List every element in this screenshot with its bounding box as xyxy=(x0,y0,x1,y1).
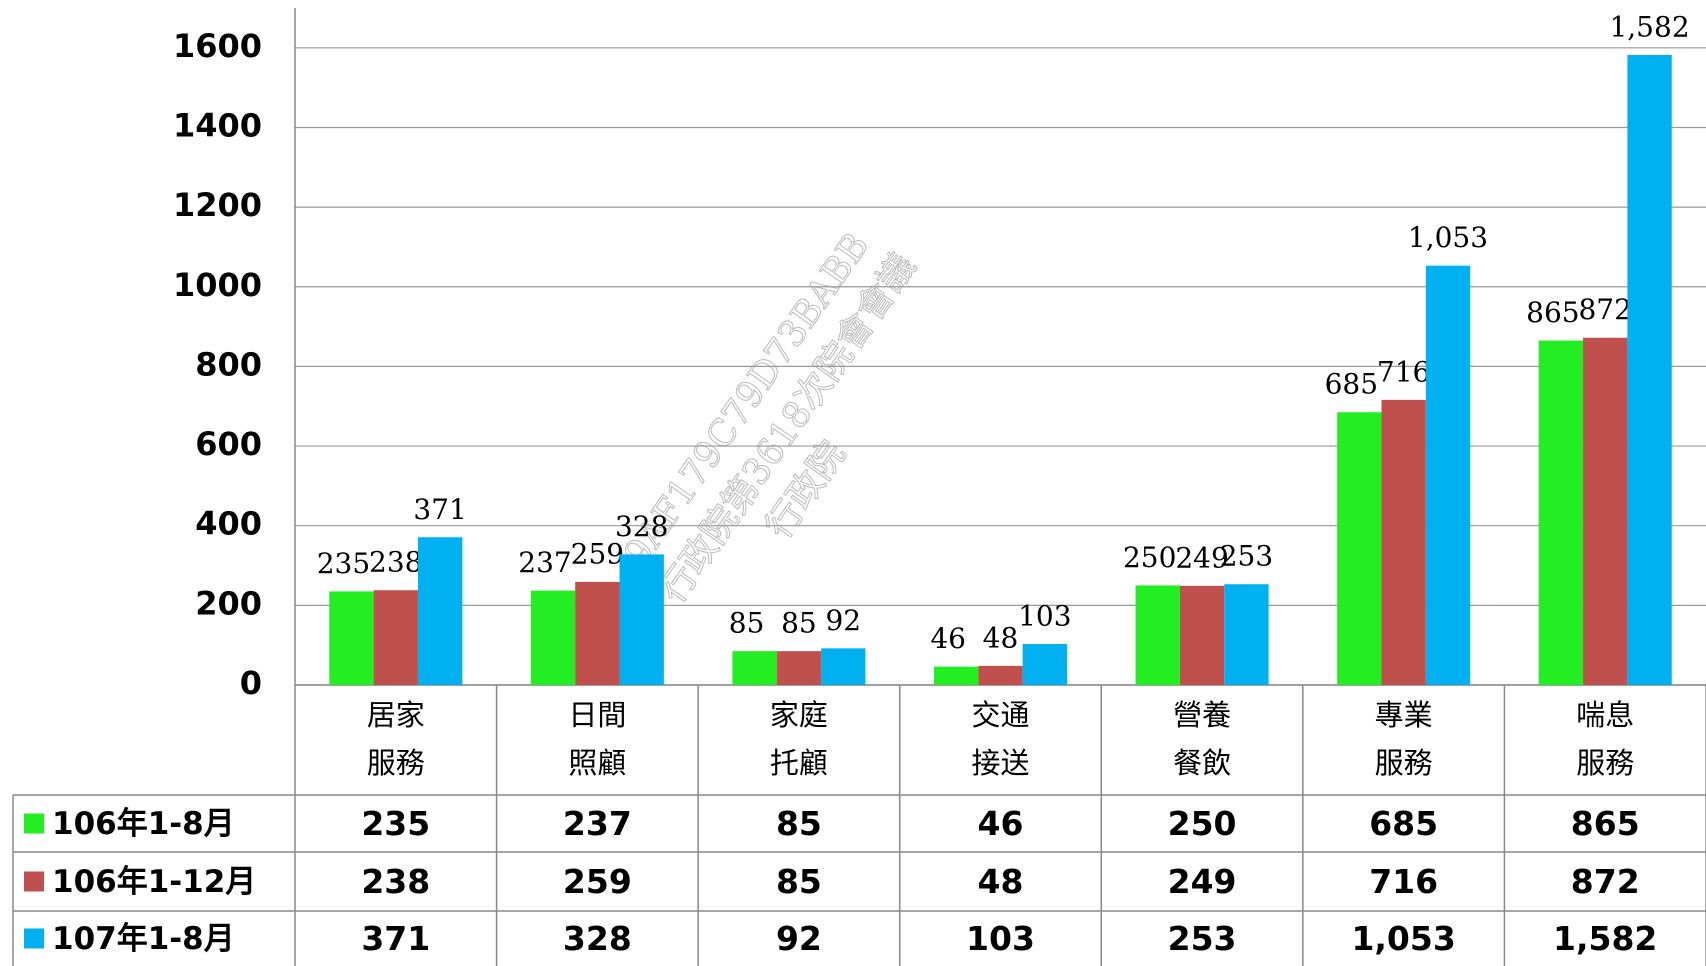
bar xyxy=(1538,340,1584,685)
data-label: 259 xyxy=(571,537,624,570)
data-label: 48 xyxy=(983,621,1019,654)
data-label: 253 xyxy=(1220,540,1273,573)
bar xyxy=(1135,585,1180,685)
table-value: 250 xyxy=(1168,804,1237,843)
data-label: 238 xyxy=(369,546,422,579)
bar xyxy=(978,665,1023,685)
table-value: 1,582 xyxy=(1553,919,1657,958)
bar xyxy=(530,590,576,685)
table-value: 328 xyxy=(563,919,632,958)
x-tick-label: 服務 xyxy=(1375,746,1433,780)
table-value: 92 xyxy=(776,919,822,958)
bar xyxy=(1425,265,1471,685)
bar xyxy=(933,666,979,685)
watermark: 9AF179C79D73BABB 行政院第3618次院會會議 行政院 xyxy=(616,225,924,611)
table-value: 85 xyxy=(776,804,822,843)
x-tick-label: 服務 xyxy=(367,746,425,780)
legend-swatch xyxy=(24,813,44,834)
table-value: 249 xyxy=(1168,862,1237,901)
bar xyxy=(373,590,418,685)
data-label: 85 xyxy=(729,607,765,640)
table-value: 371 xyxy=(361,919,430,958)
x-tick-label: 服務 xyxy=(1576,746,1634,780)
legend-label: 106年1-12月 xyxy=(52,864,256,900)
x-tick-label: 專業 xyxy=(1375,698,1433,732)
bar xyxy=(1627,54,1672,686)
bar xyxy=(575,581,620,685)
data-label: 872 xyxy=(1578,293,1631,326)
table-value: 235 xyxy=(361,804,430,843)
bar xyxy=(1583,337,1628,685)
y-tick-label: 800 xyxy=(195,345,262,383)
data-label: 235 xyxy=(317,547,370,580)
y-tick-label: 1000 xyxy=(173,266,262,304)
data-label: 250 xyxy=(1123,541,1176,574)
data-label: 1,053 xyxy=(1408,221,1488,254)
bar xyxy=(1224,584,1269,685)
data-label: 85 xyxy=(781,607,817,640)
watermark-text: 行政院第3618次院會會議 xyxy=(652,247,924,611)
data-label: 46 xyxy=(930,622,966,655)
x-tick-label: 托顧 xyxy=(770,746,828,780)
legend-label: 107年1-8月 xyxy=(52,921,235,957)
table-value: 716 xyxy=(1369,862,1438,901)
x-tick-label: 照顧 xyxy=(568,746,626,780)
legend-swatch xyxy=(24,871,44,892)
table-value: 865 xyxy=(1571,804,1640,843)
legend-label: 106年1-8月 xyxy=(52,806,235,842)
bar xyxy=(1179,585,1225,685)
data-label: 249 xyxy=(1175,541,1228,574)
bar xyxy=(329,591,374,685)
bar xyxy=(776,651,822,685)
data-label: 328 xyxy=(615,510,668,543)
table-value: 85 xyxy=(776,862,822,901)
data-label: 103 xyxy=(1018,599,1071,632)
table-value: 103 xyxy=(966,919,1035,958)
table-value: 237 xyxy=(563,804,632,843)
x-tick-label: 接送 xyxy=(971,746,1029,780)
data-label: 685 xyxy=(1325,368,1378,401)
table-value: 253 xyxy=(1168,919,1237,958)
data-label: 371 xyxy=(413,493,466,526)
bar xyxy=(417,537,463,685)
y-tick-label: 600 xyxy=(195,425,262,463)
y-tick-label: 1400 xyxy=(173,106,262,144)
table-value: 238 xyxy=(361,862,430,901)
table-value: 46 xyxy=(978,804,1024,843)
x-tick-label: 家庭 xyxy=(770,698,828,732)
table-value: 1,053 xyxy=(1351,919,1455,958)
x-tick-label: 餐飲 xyxy=(1173,746,1231,780)
legend-swatch xyxy=(24,928,44,949)
bar xyxy=(619,554,664,685)
table-value: 872 xyxy=(1571,862,1640,901)
table-value: 685 xyxy=(1369,804,1438,843)
bar xyxy=(821,648,866,685)
y-tick-label: 1600 xyxy=(173,27,262,65)
y-tick-label: 0 xyxy=(240,664,262,702)
data-label: 865 xyxy=(1526,296,1579,329)
table-value: 48 xyxy=(978,862,1024,901)
x-tick-label: 喘息 xyxy=(1576,698,1634,732)
table-value: 259 xyxy=(563,862,632,901)
data-label: 716 xyxy=(1377,355,1430,388)
x-tick-label: 日間 xyxy=(568,698,626,732)
x-tick-label: 交通 xyxy=(971,698,1029,732)
bar xyxy=(1022,643,1068,685)
data-label: 92 xyxy=(825,604,861,637)
y-tick-label: 200 xyxy=(195,584,262,622)
bar xyxy=(1381,399,1426,685)
y-tick-label: 1200 xyxy=(173,186,262,224)
data-label: 1,582 xyxy=(1609,10,1689,43)
x-tick-label: 營養 xyxy=(1173,698,1231,732)
data-label: 237 xyxy=(518,546,571,579)
y-tick-label: 400 xyxy=(195,505,262,543)
bar xyxy=(732,651,777,685)
bar xyxy=(1337,412,1382,685)
x-tick-label: 居家 xyxy=(367,698,425,732)
